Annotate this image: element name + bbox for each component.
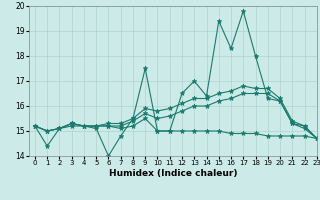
X-axis label: Humidex (Indice chaleur): Humidex (Indice chaleur) [108, 169, 237, 178]
